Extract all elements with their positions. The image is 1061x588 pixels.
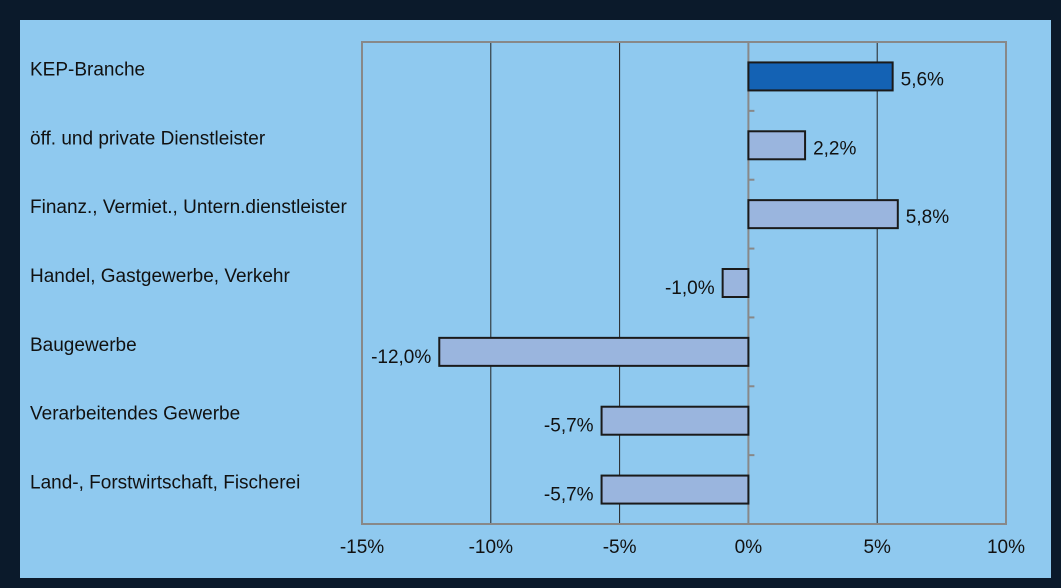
value-label: 2,2%	[813, 138, 856, 159]
category-label: Handel, Gastgewerbe, Verkehr	[30, 266, 290, 287]
bar	[600, 405, 750, 436]
plot-border	[361, 41, 1007, 525]
category-label: Verarbeitendes Gewerbe	[30, 404, 240, 425]
value-label: -5,7%	[544, 416, 594, 437]
x-tick-label: -10%	[469, 537, 513, 558]
bar	[438, 336, 750, 367]
category-label: KEP-Branche	[30, 59, 145, 80]
x-tick-label: 5%	[863, 537, 891, 558]
value-label: 5,8%	[906, 207, 949, 228]
value-label: -1,0%	[665, 278, 715, 299]
x-tick-label: 0%	[735, 537, 763, 558]
bar	[747, 199, 899, 230]
category-label: Land-, Forstwirtschaft, Fischerei	[30, 473, 300, 494]
background	[20, 20, 1051, 578]
category-label: Finanz., Vermiet., Untern.dienstleister	[30, 197, 347, 218]
bar	[600, 474, 750, 505]
category-label: Baugewerbe	[30, 335, 137, 356]
x-tick-label: -5%	[603, 537, 637, 558]
value-label: -12,0%	[371, 347, 431, 368]
x-tick-label: -15%	[340, 537, 384, 558]
x-tick-label: 10%	[987, 537, 1025, 558]
bar	[721, 268, 750, 298]
bar	[747, 61, 894, 92]
value-label: -5,7%	[544, 485, 594, 506]
category-label: öff. und private Dienstleister	[30, 128, 266, 149]
value-label: 5,6%	[901, 69, 944, 90]
bar	[747, 130, 807, 161]
